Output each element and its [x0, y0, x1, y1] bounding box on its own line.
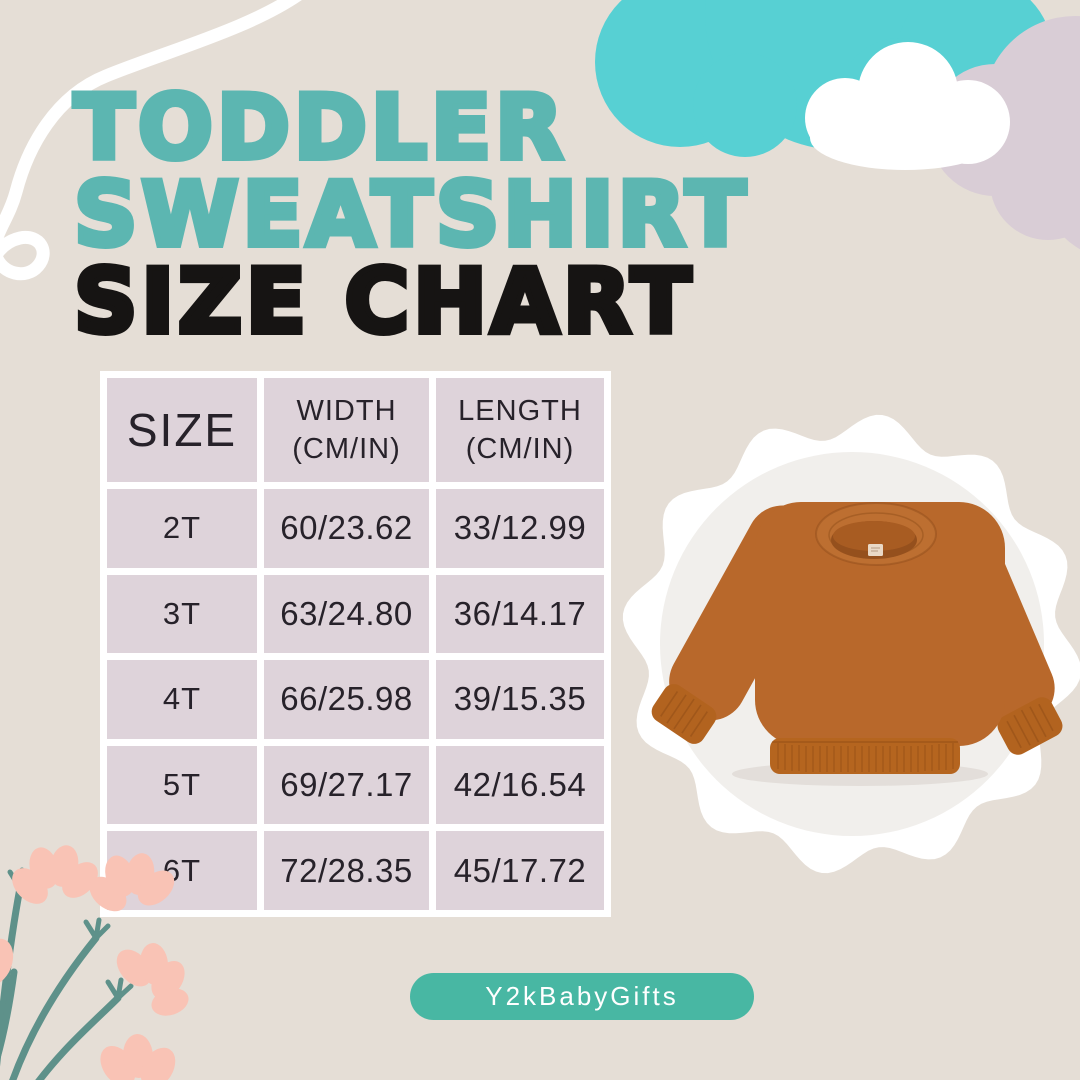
table-cell-length: 42/16.54	[436, 745, 604, 825]
table-cell-length: 36/14.17	[436, 574, 604, 654]
sweatshirt-hem	[770, 738, 960, 774]
neck-label	[868, 544, 883, 556]
white-cloud	[805, 42, 1010, 170]
sweatshirt-cuff-left	[651, 684, 717, 744]
column-header-size: SIZE	[107, 378, 257, 482]
table-cell-size: 5T	[107, 745, 257, 825]
squiggle-line-decoration	[0, 0, 302, 281]
title-line-toddler: TODDLER	[71, 76, 567, 179]
table-cell-width: 72/28.35	[264, 831, 429, 910]
table-cell-size: 3T	[107, 574, 257, 654]
brand-pill: Y2kBabyGifts	[410, 973, 754, 1020]
sweatshirt-cuff-right	[997, 697, 1063, 755]
table-cell-width: 60/23.62	[264, 489, 429, 568]
title-line-size-chart: SIZE CHART	[71, 250, 695, 353]
table-cell-length: 45/17.72	[436, 831, 604, 910]
table-cell-width: 69/27.17	[264, 745, 429, 825]
table-cell-length: 33/12.99	[436, 489, 604, 568]
page-title: TODDLER SWEATSHIRT SIZE CHART	[71, 76, 750, 353]
clouds-decoration	[595, 0, 1080, 250]
sweatshirt-illustration	[651, 502, 1063, 786]
table-cell-width: 63/24.80	[264, 574, 429, 654]
table-cell-length: 39/15.35	[436, 660, 604, 739]
flowers-decoration	[0, 845, 189, 1080]
brand-name: Y2kBabyGifts	[485, 981, 679, 1011]
sweatshirt-body	[755, 502, 1005, 746]
column-header-width: WIDTH (CM/IN)	[264, 378, 429, 482]
title-line-sweatshirt: SWEATSHIRT	[71, 163, 750, 266]
sweatshirt-collar	[815, 502, 937, 566]
table-cell-width: 66/25.98	[264, 660, 429, 739]
flower-stems	[0, 867, 134, 1080]
column-header-length: LENGTH (CM/IN)	[436, 378, 604, 482]
table-cell-size: 2T	[107, 489, 257, 568]
table-cell-size: 4T	[107, 660, 257, 739]
product-photo	[622, 414, 1080, 874]
size-table: SIZE WIDTH (CM/IN) LENGTH (CM/IN) 2T 60/…	[100, 371, 611, 917]
flower-petals	[0, 845, 189, 1080]
